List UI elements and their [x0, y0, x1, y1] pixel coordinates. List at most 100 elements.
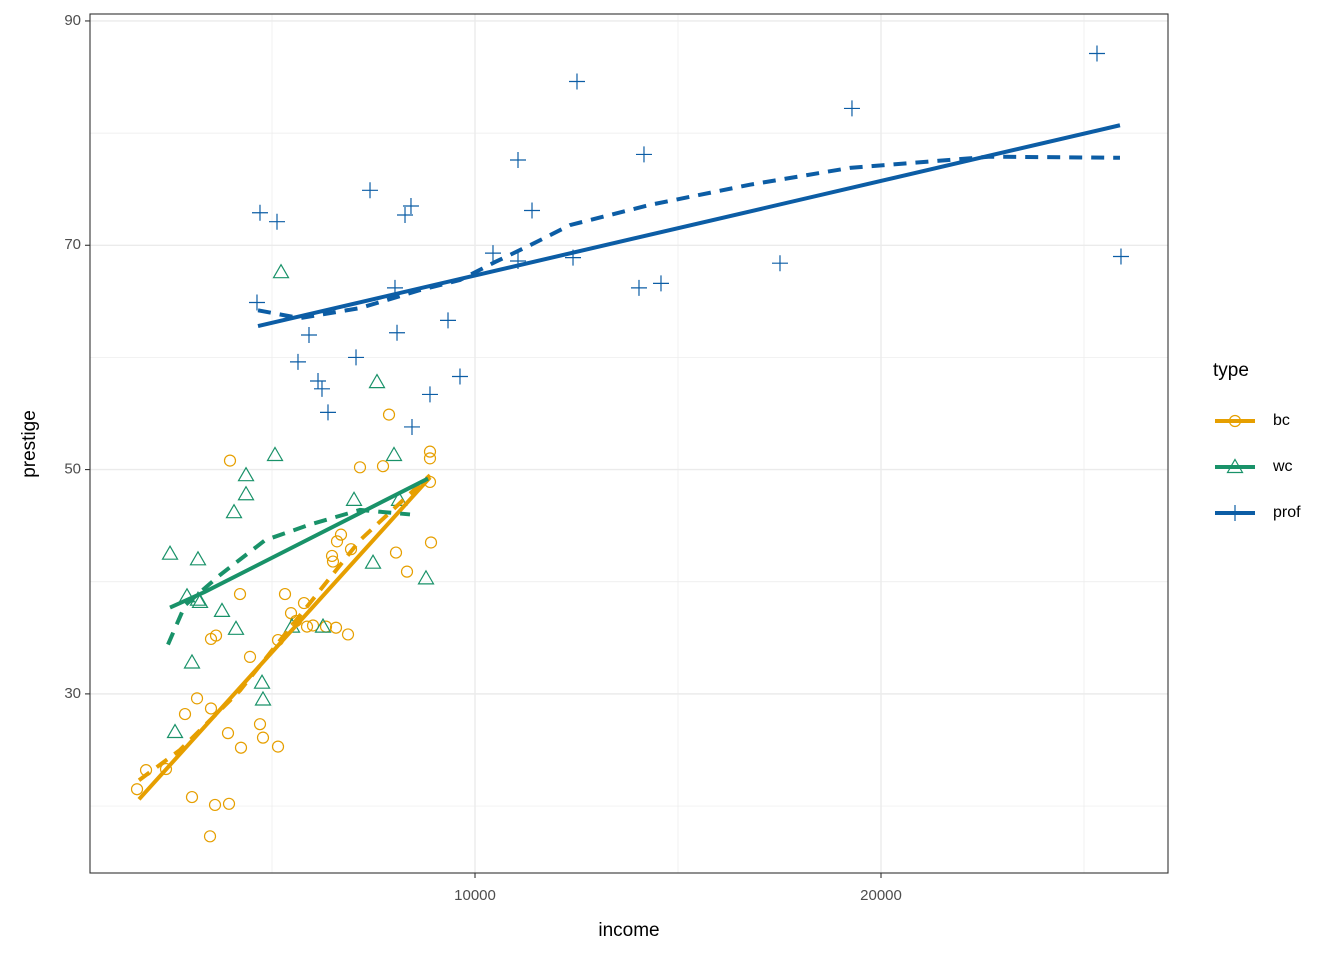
point [222, 797, 236, 810]
point [330, 535, 344, 548]
point [183, 653, 201, 669]
point [314, 617, 332, 633]
y-tick-label: 70 [64, 236, 81, 253]
point [190, 692, 204, 705]
point [348, 349, 365, 366]
point [166, 723, 184, 739]
point [313, 380, 330, 397]
legend-item: bc [1215, 412, 1290, 429]
point [221, 727, 235, 740]
point [325, 549, 339, 563]
point [159, 762, 173, 776]
point [652, 275, 669, 292]
point [424, 536, 438, 549]
point [203, 830, 217, 843]
legend-item: wc [1215, 458, 1293, 475]
point [243, 650, 257, 663]
point [306, 619, 320, 632]
point [417, 569, 435, 585]
point [484, 245, 501, 262]
y-axis-title: prestige [19, 410, 40, 478]
smooth-line [137, 473, 432, 782]
point [524, 202, 541, 219]
legend-label: wc [1272, 458, 1293, 475]
fit-line [137, 476, 432, 801]
point [310, 372, 327, 389]
point [423, 452, 437, 465]
point [389, 324, 406, 341]
smooth-line [257, 154, 1120, 321]
point [364, 553, 382, 569]
point [300, 326, 317, 343]
point [326, 555, 340, 568]
point [843, 100, 860, 117]
smooth-line [166, 507, 411, 646]
point [771, 255, 788, 272]
x-axis-title: income [598, 920, 659, 941]
point [161, 544, 179, 560]
point [300, 620, 314, 633]
point [341, 628, 355, 641]
point [254, 690, 272, 706]
point [251, 204, 268, 221]
point [368, 373, 386, 389]
point [284, 607, 298, 620]
point [233, 587, 247, 601]
point [191, 593, 209, 609]
point [329, 621, 343, 634]
point [382, 408, 396, 421]
point [178, 707, 192, 721]
x-tick-label: 10000 [454, 887, 496, 904]
fit-line [169, 476, 429, 610]
legend-label: bc [1273, 412, 1290, 429]
point [440, 312, 457, 329]
point [237, 485, 255, 501]
legend-key-symbol [1227, 505, 1243, 521]
point [269, 213, 286, 230]
point [208, 798, 222, 812]
x-tick-label: 20000 [860, 887, 902, 904]
point [376, 460, 390, 473]
point [353, 461, 367, 474]
point [400, 565, 414, 578]
point [510, 152, 527, 169]
legend-title: type [1213, 360, 1249, 381]
point [1112, 248, 1129, 265]
point [344, 543, 358, 556]
point [403, 418, 420, 435]
point [271, 740, 285, 753]
y-tick-label: 90 [64, 12, 81, 29]
legend-key-symbol [1226, 458, 1244, 474]
y-tick-label: 30 [64, 685, 81, 702]
point [397, 206, 414, 223]
point [253, 673, 271, 689]
point [185, 790, 199, 804]
panel-border [89, 13, 1169, 874]
point [334, 528, 348, 541]
point [204, 702, 218, 715]
point [272, 263, 290, 279]
point [253, 718, 267, 731]
y-tick-label: 50 [64, 461, 81, 478]
point [319, 404, 336, 421]
point [568, 73, 585, 90]
point [630, 279, 647, 296]
point [248, 294, 265, 311]
point [389, 546, 403, 559]
point [278, 587, 292, 601]
point [225, 503, 243, 519]
legend-item: prof [1215, 504, 1301, 521]
point [234, 741, 248, 754]
point [237, 466, 255, 482]
point [130, 783, 144, 796]
fit-line [257, 123, 1121, 328]
point [345, 491, 363, 506]
point [451, 368, 468, 385]
point [256, 731, 270, 744]
legend-label: prof [1273, 504, 1301, 521]
point [227, 620, 245, 635]
point [362, 182, 379, 199]
point [266, 446, 284, 462]
legend-key-symbol [1228, 414, 1242, 428]
